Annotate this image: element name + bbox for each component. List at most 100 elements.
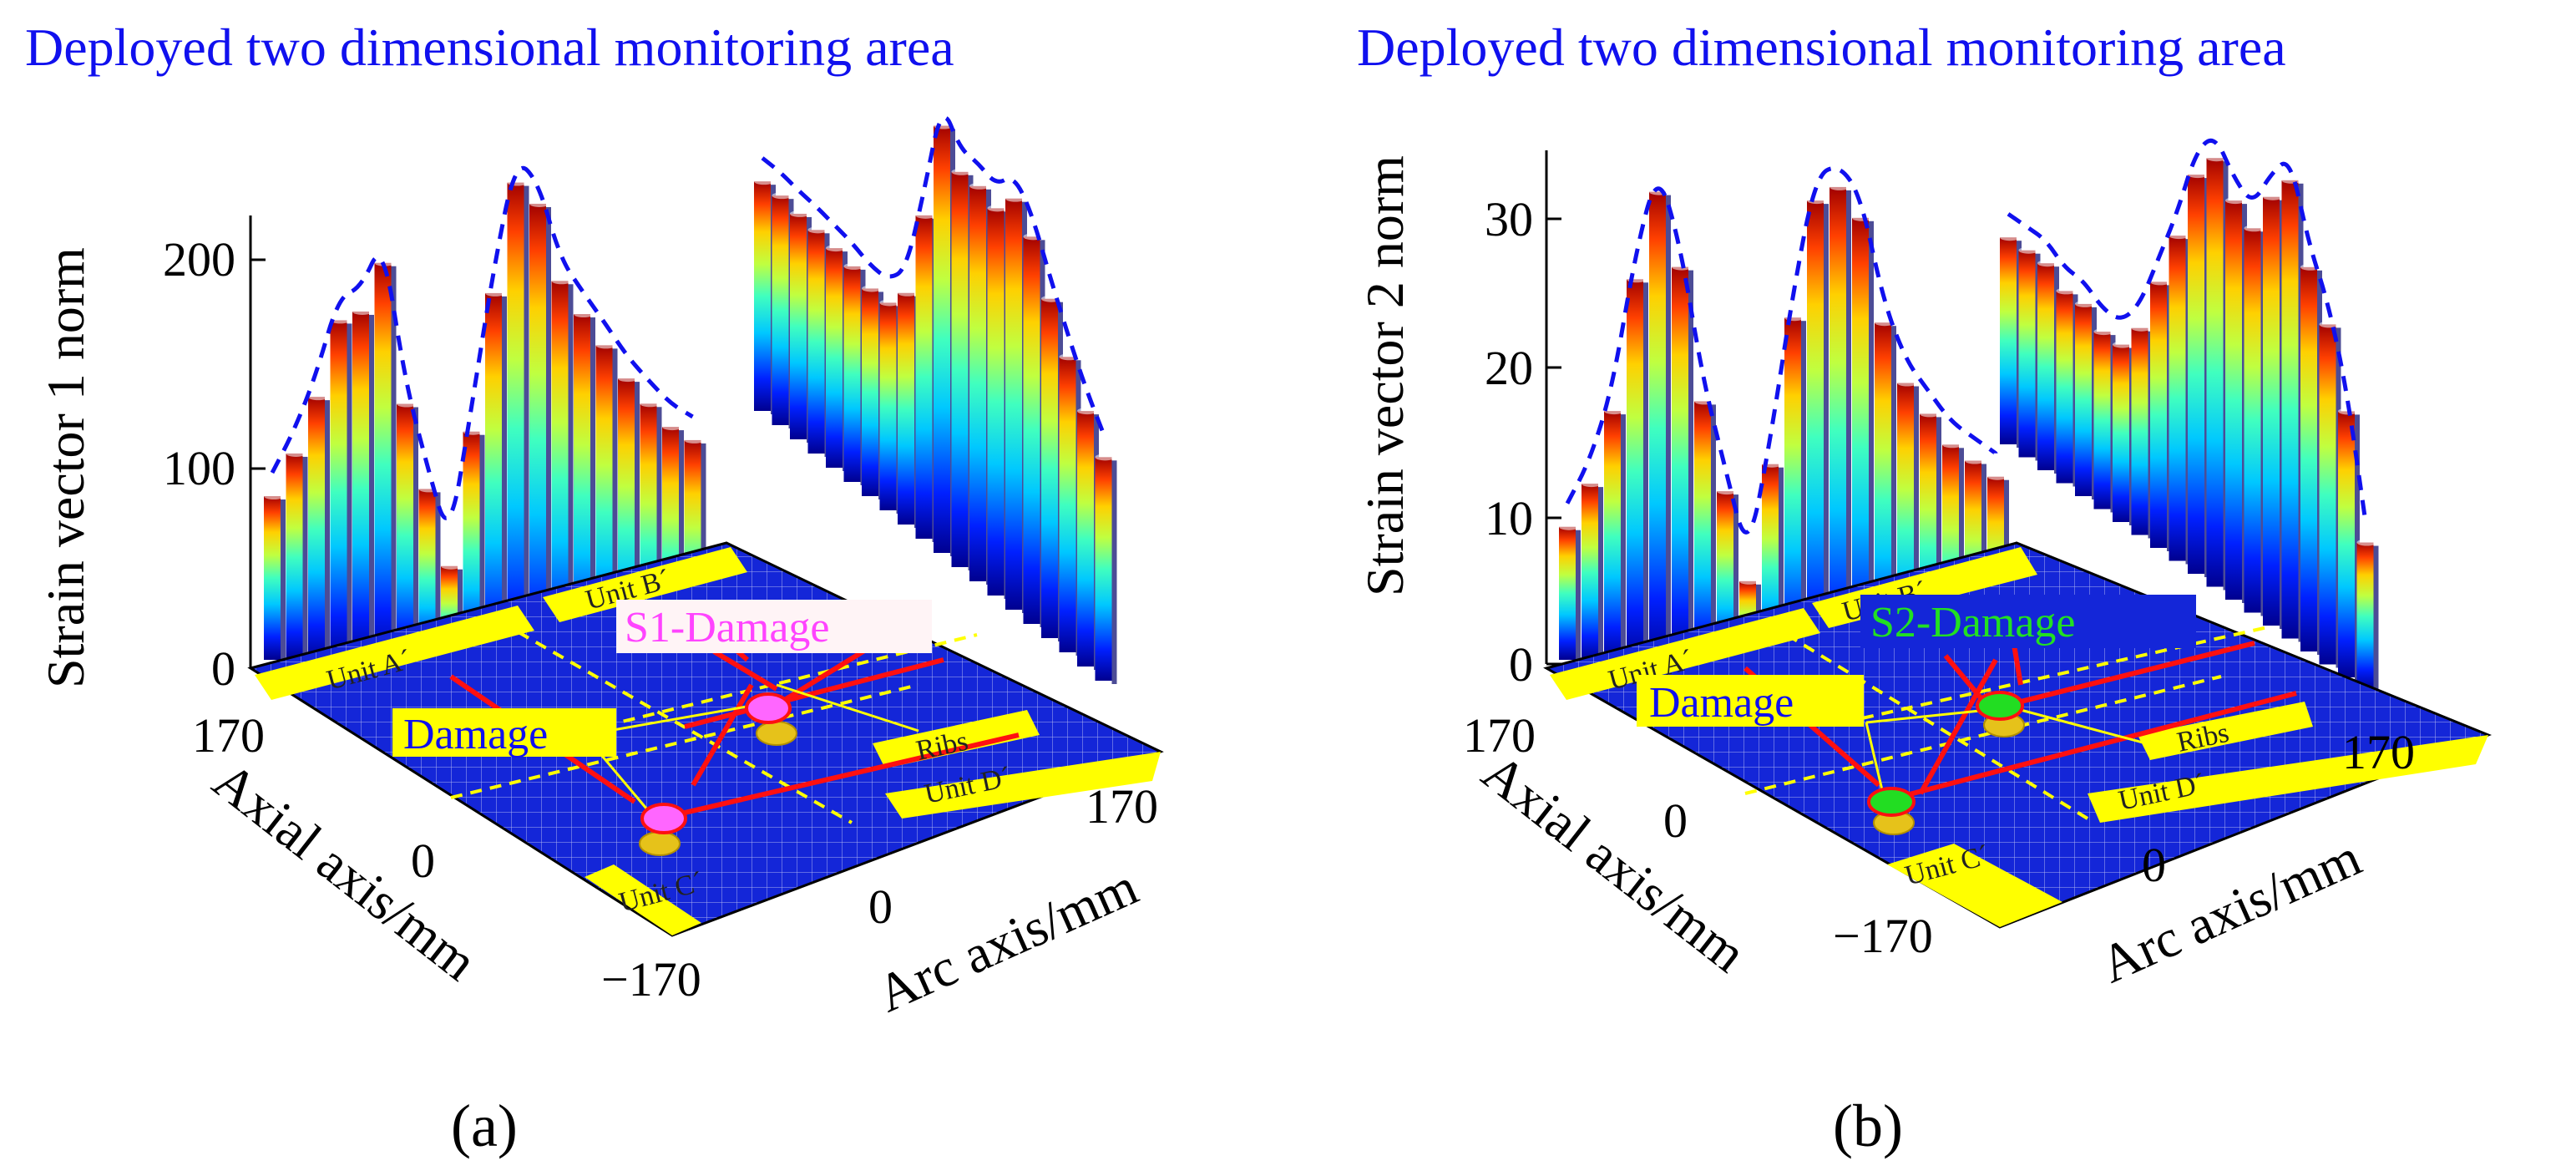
bar [1095,454,1117,684]
envelope-left-wall [270,165,694,520]
bar-body [1627,279,1643,664]
bar-body [2281,180,2299,639]
damage-line [1918,658,1998,795]
bar [2037,260,2059,474]
damage-line [2003,641,2255,708]
chart-a-arc-label: Arc axis/mm [868,856,1146,1023]
bar-body [2356,542,2374,691]
bar-body [843,266,861,482]
bar [1852,214,1874,680]
chart-a-axial-tick: 0 [411,834,435,888]
bar-body [807,230,825,454]
chart-b-z-tick: 30 [1485,192,1533,246]
bar [2206,155,2229,591]
bar-body [951,171,969,567]
damage-line [712,649,778,692]
bar-body [1582,484,1598,662]
bar [1582,480,1603,665]
bar-body [352,311,369,665]
ribs-band [873,710,1040,768]
bar-body [1095,457,1112,681]
bar-body [264,496,281,660]
bar [2319,321,2341,668]
rib-line [500,621,853,824]
panel-label-b: (b) [1833,1092,1903,1159]
bar-body [330,320,347,664]
bar [1649,188,1671,669]
chart-b-arc-tick: 0 [2142,838,2166,892]
bar [2056,287,2078,487]
chart-a-z-tick: 200 [163,232,235,286]
damage-line [691,683,754,787]
callout-leader [776,683,919,732]
bar-body [2018,250,2036,458]
bar [2000,234,2022,448]
chart-b-axial-label: Axial axis/mm [1471,743,1757,984]
bar-body [2244,228,2261,613]
bar [308,393,330,666]
chart-b-axial-tick: 0 [1663,793,1688,848]
bar [330,317,352,667]
damage-marker-lower [640,803,687,834]
unit-band-a [1550,608,1820,700]
bar-body [2150,281,2167,548]
bar [2244,225,2266,616]
bar-body [987,208,1005,596]
panel-label-a: (a) [451,1092,518,1159]
bar [397,400,418,671]
unit-band-d [885,752,1161,819]
bar [2150,278,2172,551]
bar [352,307,374,668]
s1-damage-callout-text: S1-Damage [625,604,829,651]
damage-marker-upper [1976,691,2024,721]
bar-body [1830,186,1846,675]
bar [2131,324,2153,539]
bar-body [286,453,303,662]
bar [2188,171,2209,577]
bar-body [2113,344,2129,522]
bar [2113,341,2134,525]
chart-b-arc-tick: 170 [2342,725,2415,779]
bar-body [1807,200,1824,674]
chart-b-z-label: Strain vector 2 norm [1355,155,1415,596]
ribs-band [2138,702,2313,760]
damage-callout-text: Damage [403,711,548,758]
chart-b-z-tick: 20 [1485,341,1533,395]
bar [2093,328,2116,513]
bar-body [1559,526,1576,660]
bar-body [2338,411,2355,677]
bar-body [898,292,914,525]
unit-band-c [1887,844,2062,927]
damage-marker-upper [745,692,792,724]
damage-line [684,657,944,729]
bar-body [2263,196,2280,626]
s2-damage-callout [1860,595,2196,648]
chart-a-arc-tick: 170 [1086,779,1158,834]
chart-b-envelope [1565,138,2367,535]
bar-body [374,262,392,667]
bar [374,259,397,670]
bar-body [2206,158,2224,587]
damage-line [1886,691,2297,803]
bar [2356,539,2379,694]
chart-a-floor: Unit A´ Unit B´ Unit C´ Unit D´ Ribs [247,541,1164,937]
bar-body [2056,291,2073,484]
bar-body [308,397,325,662]
bar [551,277,574,680]
bar [1559,523,1581,663]
bar-body [2131,327,2148,535]
bar-body [485,292,502,672]
bar-body [2319,324,2336,665]
bar-body [826,248,843,468]
damage-marker-base [756,721,797,746]
bar-body [2169,236,2186,561]
panel-b: Deployed two dimensional monitoring area… [1355,18,2492,1159]
rib-line [450,683,919,799]
bar-body [2300,266,2317,651]
callout-leader [1865,722,1885,794]
bar-body [2225,200,2242,600]
s2-damage-callout-text: S2-Damage [1870,599,2075,646]
chart-b-arc-tick: −170 [1833,909,1933,963]
bar [264,493,286,663]
